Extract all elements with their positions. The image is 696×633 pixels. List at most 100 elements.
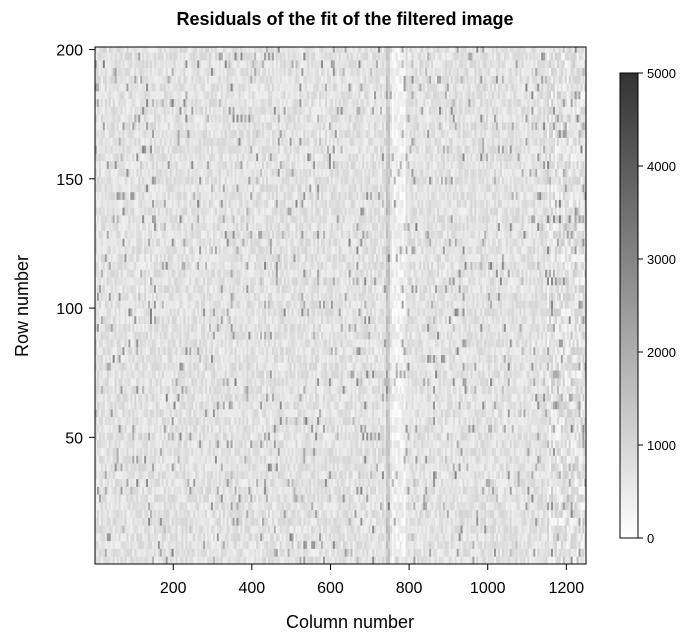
heatmap-cell	[128, 494, 131, 503]
heatmap-cell	[150, 478, 153, 487]
heatmap-cell	[456, 548, 460, 557]
heatmap-cell	[321, 494, 324, 503]
heatmap-cell	[374, 556, 377, 565]
heatmap-cell	[348, 494, 351, 503]
heatmap-cell	[387, 494, 391, 503]
heatmap-cell	[470, 540, 473, 549]
heatmap-cell	[527, 509, 530, 518]
heatmap-cell	[183, 556, 186, 565]
heatmap-cell	[381, 548, 385, 557]
heatmap-cell	[482, 548, 485, 557]
heatmap-cell	[317, 509, 320, 518]
heatmap-cell	[244, 478, 247, 487]
heatmap-cell	[566, 532, 570, 542]
heatmap-cell	[279, 501, 283, 511]
heatmap-cell	[205, 501, 208, 511]
heatmap-cell	[301, 525, 304, 534]
heatmap-cell	[362, 532, 365, 542]
heatmap-cell	[159, 548, 163, 557]
heatmap-cell	[576, 532, 579, 542]
heatmap-cell	[96, 494, 100, 503]
heatmap-cell	[580, 532, 583, 542]
heatmap-cell	[360, 556, 363, 565]
heatmap-cell	[157, 517, 161, 526]
heatmap-cell	[411, 509, 414, 518]
heatmap-cell	[146, 525, 149, 534]
heatmap-cell	[106, 509, 110, 518]
heatmap-cell	[464, 494, 467, 503]
heatmap-cell	[277, 494, 281, 503]
heatmap-cell	[480, 525, 483, 534]
heatmap-cell	[128, 486, 131, 495]
heatmap-cell	[425, 532, 428, 542]
heatmap-cell	[122, 494, 125, 503]
heatmap-cell	[177, 501, 180, 511]
heatmap-cell	[541, 501, 544, 511]
heatmap-cell	[195, 532, 198, 542]
heatmap-cell	[492, 486, 495, 495]
heatmap-cell	[120, 525, 123, 534]
heatmap-cell	[580, 525, 583, 534]
heatmap-cell	[368, 501, 371, 511]
heatmap-cell	[236, 532, 239, 542]
heatmap-cell	[380, 532, 383, 542]
heatmap-cell	[572, 517, 575, 526]
heatmap-cell	[580, 548, 583, 557]
heatmap-cell	[435, 525, 438, 534]
heatmap-cell	[95, 494, 98, 503]
heatmap-cell	[315, 548, 318, 557]
heatmap-cell	[173, 525, 176, 534]
heatmap-cell	[519, 525, 522, 534]
heatmap-cell	[409, 556, 412, 565]
heatmap-cell	[409, 486, 412, 495]
heatmap-cell	[474, 509, 477, 518]
heatmap-cell	[240, 532, 243, 542]
heatmap-cell	[159, 517, 163, 526]
heatmap-cell	[495, 525, 499, 534]
heatmap-cell	[252, 556, 255, 565]
heatmap-cell	[474, 540, 477, 549]
heatmap-cell	[488, 517, 491, 526]
heatmap-cell	[383, 548, 387, 557]
heatmap-cell	[425, 556, 428, 565]
heatmap-cell	[464, 517, 467, 526]
heatmap-cell	[431, 525, 434, 534]
heatmap-cell	[144, 494, 147, 503]
heatmap-cell	[271, 540, 275, 549]
heatmap-cell	[228, 494, 232, 503]
heatmap-cell	[323, 532, 326, 542]
heatmap-cell	[150, 501, 153, 511]
heatmap-cell	[315, 540, 318, 549]
heatmap-cell	[157, 486, 161, 495]
heatmap-cell	[535, 501, 538, 511]
heatmap-cell	[291, 486, 294, 495]
heatmap-cell	[395, 540, 399, 549]
heatmap-cell	[291, 501, 294, 511]
heatmap-cell	[332, 532, 336, 542]
heatmap-cell	[260, 501, 263, 511]
heatmap-cell	[334, 494, 338, 503]
heatmap-cell	[395, 509, 399, 518]
heatmap-cell	[415, 525, 418, 534]
heatmap-cell	[197, 525, 200, 534]
heatmap-cell	[199, 548, 202, 557]
heatmap-cell	[100, 486, 104, 495]
heatmap-cell	[269, 494, 273, 503]
heatmap-cell	[197, 509, 200, 518]
heatmap-cell	[256, 525, 259, 534]
heatmap-cell	[543, 556, 546, 565]
heatmap-cell	[271, 525, 275, 534]
heatmap-cell	[499, 501, 503, 511]
heatmap-cell	[254, 478, 257, 487]
heatmap-cell	[507, 517, 511, 526]
heatmap-cell	[199, 525, 202, 534]
heatmap-cell	[370, 486, 373, 495]
heatmap-cell	[472, 509, 475, 518]
heatmap-cell	[183, 478, 186, 487]
heatmap-cell	[134, 478, 137, 487]
heatmap-cell	[183, 525, 186, 534]
heatmap-cell	[244, 548, 247, 557]
heatmap-cell	[423, 501, 426, 511]
heatmap-cell	[244, 486, 247, 495]
heatmap-cell	[157, 525, 161, 534]
